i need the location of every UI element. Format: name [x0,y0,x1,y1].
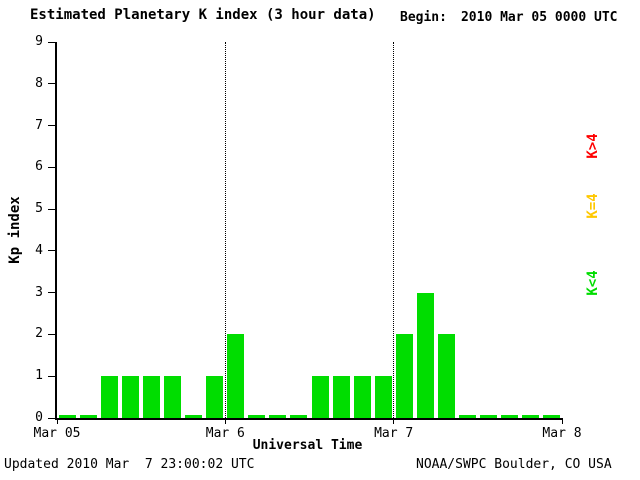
x-axis-tick [56,418,58,424]
x-axis-tick [393,418,395,424]
y-tick-label: 0 [35,410,43,425]
kp-bar [479,415,497,418]
kp-bar [59,415,77,418]
x-axis-tick [561,418,563,424]
y-tick-label: 1 [35,368,43,384]
begin-value: 2010 Mar 05 0000 UTC [460,10,618,25]
kp-bar [269,415,287,418]
day-boundary-gridline [393,42,395,418]
kp-bar [143,376,161,418]
source-attribution: NOAA/SWPC Boulder, CO USA [416,457,612,472]
y-axis-tick [48,417,55,419]
day-boundary-gridline [224,42,226,418]
y-axis-tick [48,208,55,210]
y-axis-tick [48,292,55,294]
y-axis-title: Kp index [7,196,23,264]
kp-bar [437,334,455,418]
kp-bar [542,415,560,418]
y-tick-label: 7 [35,117,43,133]
legend-k-lt-4: K<4 [585,270,601,296]
kp-bar [521,415,539,418]
y-axis-tick [48,375,55,377]
kp-bar [395,334,413,418]
kp-bar [353,376,371,418]
y-tick-label: 2 [35,326,43,342]
kp-bar [290,415,308,418]
begin-time: Begin: 2010 Mar 05 0000 UTC [400,10,618,25]
chart-title: Estimated Planetary K index (3 hour data… [30,7,376,23]
begin-label: Begin: [400,10,447,25]
kp-bar [374,376,392,418]
y-tick-label: 5 [35,201,43,217]
y-axis-tick [48,166,55,168]
kp-bar [185,415,203,418]
kp-bar [311,376,329,418]
y-axis-tick [48,333,55,335]
y-axis-tick [48,83,55,85]
kp-bar [416,292,434,418]
x-tick-label: Mar 8 [542,426,582,441]
y-axis-tick [48,250,55,252]
x-tick-label: Mar 6 [205,426,245,441]
y-tick-label: 9 [35,34,43,49]
x-tick-label: Mar 7 [374,426,414,441]
kp-bar [164,376,182,418]
y-axis-tick [48,41,55,43]
updated-timestamp: Updated 2010 Mar 7 23:00:02 UTC [4,457,255,472]
y-tick-label: 4 [35,242,43,258]
kp-bar [80,415,98,418]
x-axis-tick [224,418,226,424]
y-tick-label: 6 [35,159,43,175]
kp-bar [500,415,518,418]
kp-bar [122,376,140,418]
y-tick-label: 3 [35,284,43,300]
kp-bar [206,376,224,418]
plot-area: 0 1 2 3 4 5 6 7 8 9 Mar 05 Mar 6 Mar 7 Mar 8 [34,34,582,441]
kp-bar [458,415,476,418]
kp-bar [332,376,350,418]
kp-bar [227,334,245,418]
y-tick-label: 8 [35,75,43,91]
y-axis-tick [48,125,55,127]
x-axis-title: Universal Time [252,438,363,453]
kp-bar [248,415,266,418]
legend-k-eq-4: K=4 [585,193,601,219]
kp-bar [101,376,119,418]
x-tick-label: Mar 05 [33,426,81,441]
legend-k-gt-4: K>4 [585,133,601,159]
